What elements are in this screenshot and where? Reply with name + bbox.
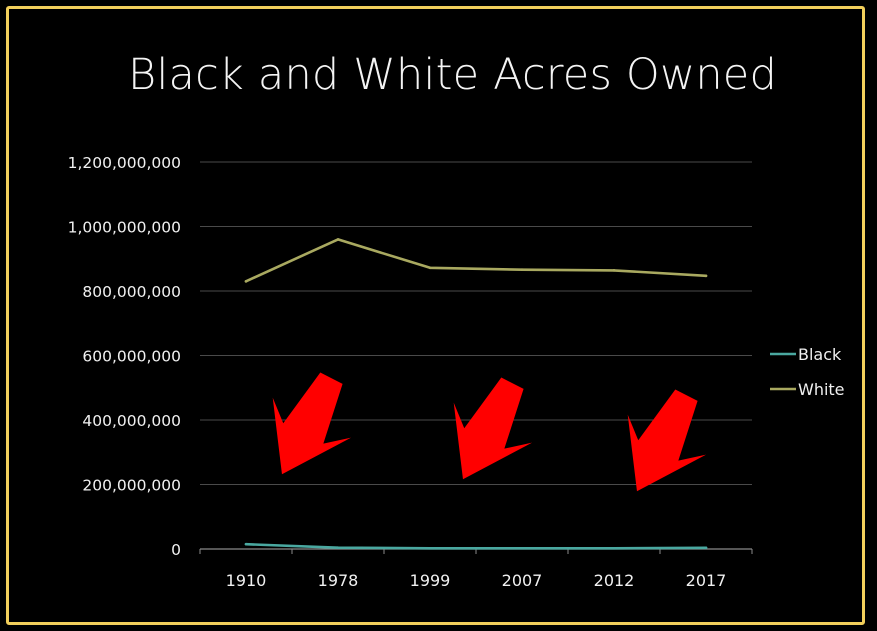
x-tick-label: 1978 xyxy=(318,571,359,590)
x-tick-label: 2007 xyxy=(502,571,543,590)
data-point-black xyxy=(244,542,248,546)
red-arrow-icon xyxy=(453,377,533,480)
data-point-black xyxy=(704,546,708,550)
x-tick-label: 1999 xyxy=(410,571,451,590)
x-tick-label: 1910 xyxy=(226,571,267,590)
slide-border xyxy=(6,6,865,625)
data-point-white xyxy=(520,268,524,272)
data-point-black xyxy=(336,546,340,550)
y-tick-label: 600,000,000 xyxy=(82,348,181,366)
y-tick-label: 1,000,000,000 xyxy=(68,219,181,237)
data-point-white xyxy=(336,238,340,241)
y-tick-label: 0 xyxy=(171,541,181,559)
y-tick-label: 800,000,000 xyxy=(82,283,181,301)
data-point-white xyxy=(704,274,708,278)
data-point-white xyxy=(428,266,432,270)
legend-label-black: Black xyxy=(798,345,842,364)
red-arrow-icon xyxy=(627,389,707,492)
y-tick-label: 200,000,000 xyxy=(82,477,181,495)
y-tick-label: 400,000,000 xyxy=(82,412,181,430)
data-point-black xyxy=(612,546,616,550)
x-tick-label: 2012 xyxy=(594,571,635,590)
chart-title: Black and White Acres Owned xyxy=(128,50,777,100)
series-line-white xyxy=(244,238,708,283)
legend-label-white: White xyxy=(798,380,845,399)
data-point-white xyxy=(244,280,248,283)
series-line-black xyxy=(244,542,708,550)
red-arrow-icon xyxy=(272,372,352,475)
data-point-black xyxy=(520,546,524,550)
x-tick-label: 2017 xyxy=(686,571,727,590)
data-point-white xyxy=(612,269,616,272)
data-point-black xyxy=(428,546,432,550)
y-tick-label: 1,200,000,000 xyxy=(68,154,181,172)
